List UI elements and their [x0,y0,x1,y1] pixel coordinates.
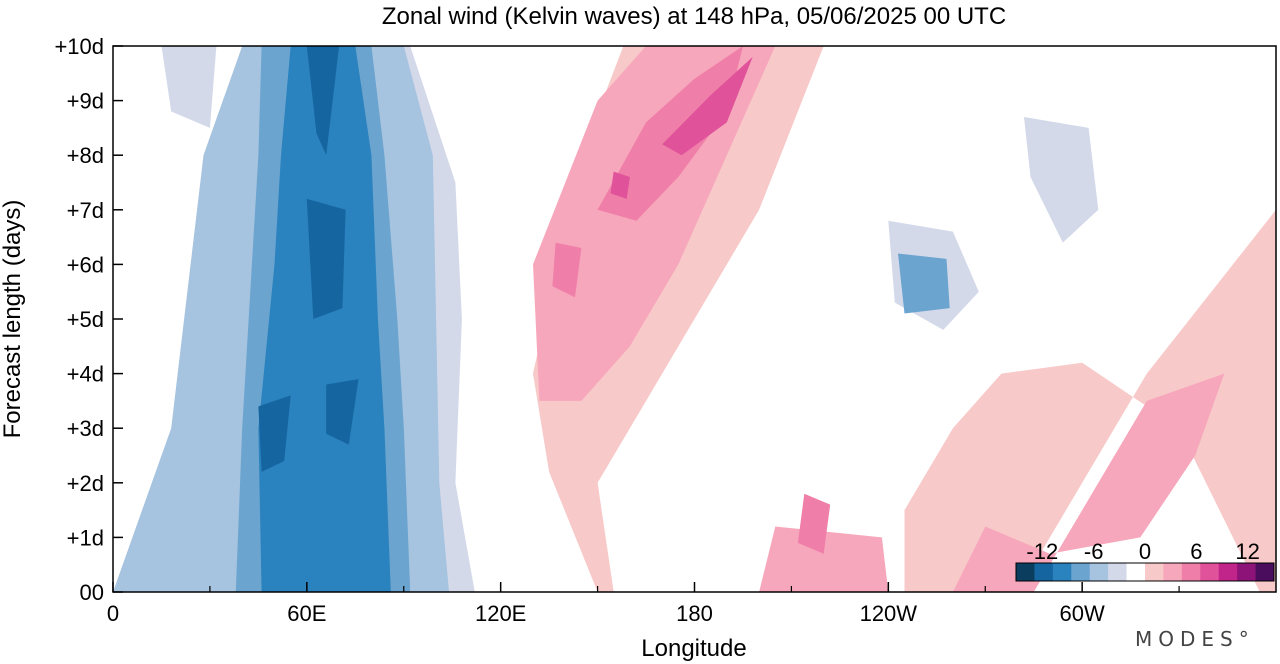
contour-region-3 [1024,117,1099,243]
contour-region-17 [552,242,582,298]
colorbar-swatch [1071,563,1091,581]
contour-region-16 [597,46,743,221]
y-tick-label: +4d [67,362,104,387]
contour-region-1 [161,46,217,128]
y-axis: 00 +1d +2d +3d +4d +5d +6d +7d +8d +9d +10d [54,34,123,605]
y-tick-label: +1d [67,525,104,550]
colorbar-swatch [1108,563,1127,581]
contour-region-12 [533,46,1276,592]
y-tick-label: +7d [67,198,104,223]
y-tick-label: +8d [67,143,104,168]
contour-region-20 [610,171,630,199]
x-tick-label: 60E [287,601,326,626]
colorbar-tick-label: -6 [1084,539,1104,564]
colorbar-swatch [1200,563,1220,581]
modes-logo: MODES° [1135,627,1255,651]
colorbar-swatch [1237,563,1256,581]
y-axis-label: Forecast length (days) [0,200,26,439]
y-tick-label: +5d [67,307,104,332]
colorbar-tick-label: 6 [1190,539,1202,564]
colorbar-frame [1015,562,1275,582]
contour-region-13 [533,46,776,401]
colorbar-tick-label: -12 [1026,539,1058,564]
colorbar-swatch [1016,563,1035,581]
colorbar-swatch [1052,563,1072,581]
x-tick-label: 0 [107,601,119,626]
x-tick-label: 120W [860,601,918,626]
chart-title: Zonal wind (Kelvin waves) at 148 hPa, 05… [382,3,1006,30]
x-axis-label: Longitude [641,635,746,662]
colorbar-swatch [1255,563,1275,581]
colorbar-swatch [1126,563,1146,581]
contour-region-11 [326,379,359,445]
colorbar-swatch [1218,563,1238,581]
x-tick-label: 180 [676,601,713,626]
colorbar-swatch [1145,563,1164,581]
colorbar-swatch [1181,563,1201,581]
y-tick-label: +10d [54,34,104,59]
contour-regions [113,46,1276,592]
contour-region-7 [258,46,391,592]
colorbar-swatch [1163,563,1183,581]
y-tick-label: 00 [80,580,104,605]
colorbar-swatch [1089,563,1109,581]
x-axis: 0 60E 120E 180 120W 60W [107,582,1180,626]
colorbar-swatch [1034,563,1054,581]
x-tick-label: 60W [1060,601,1105,626]
contour-region-14 [759,526,889,592]
y-tick-label: +9d [67,89,104,114]
contour-region-15 [952,373,1225,592]
contour-region-19 [662,56,753,156]
x-tick-label: 120E [475,601,526,626]
contour-region-18 [797,493,831,554]
contour-region-9 [306,198,346,319]
y-tick-label: +2d [67,471,104,496]
y-tick-label: +3d [67,416,104,441]
colorbar-legend: -12 -6 0 6 12 [1015,539,1275,582]
colorbar-tick-label: 12 [1235,539,1259,564]
contour-region-8 [306,46,340,156]
colorbar-tick-label: 0 [1139,539,1151,564]
y-tick-label: +6d [67,252,104,277]
contour-region-10 [258,395,291,472]
contour-region-6 [898,253,950,314]
